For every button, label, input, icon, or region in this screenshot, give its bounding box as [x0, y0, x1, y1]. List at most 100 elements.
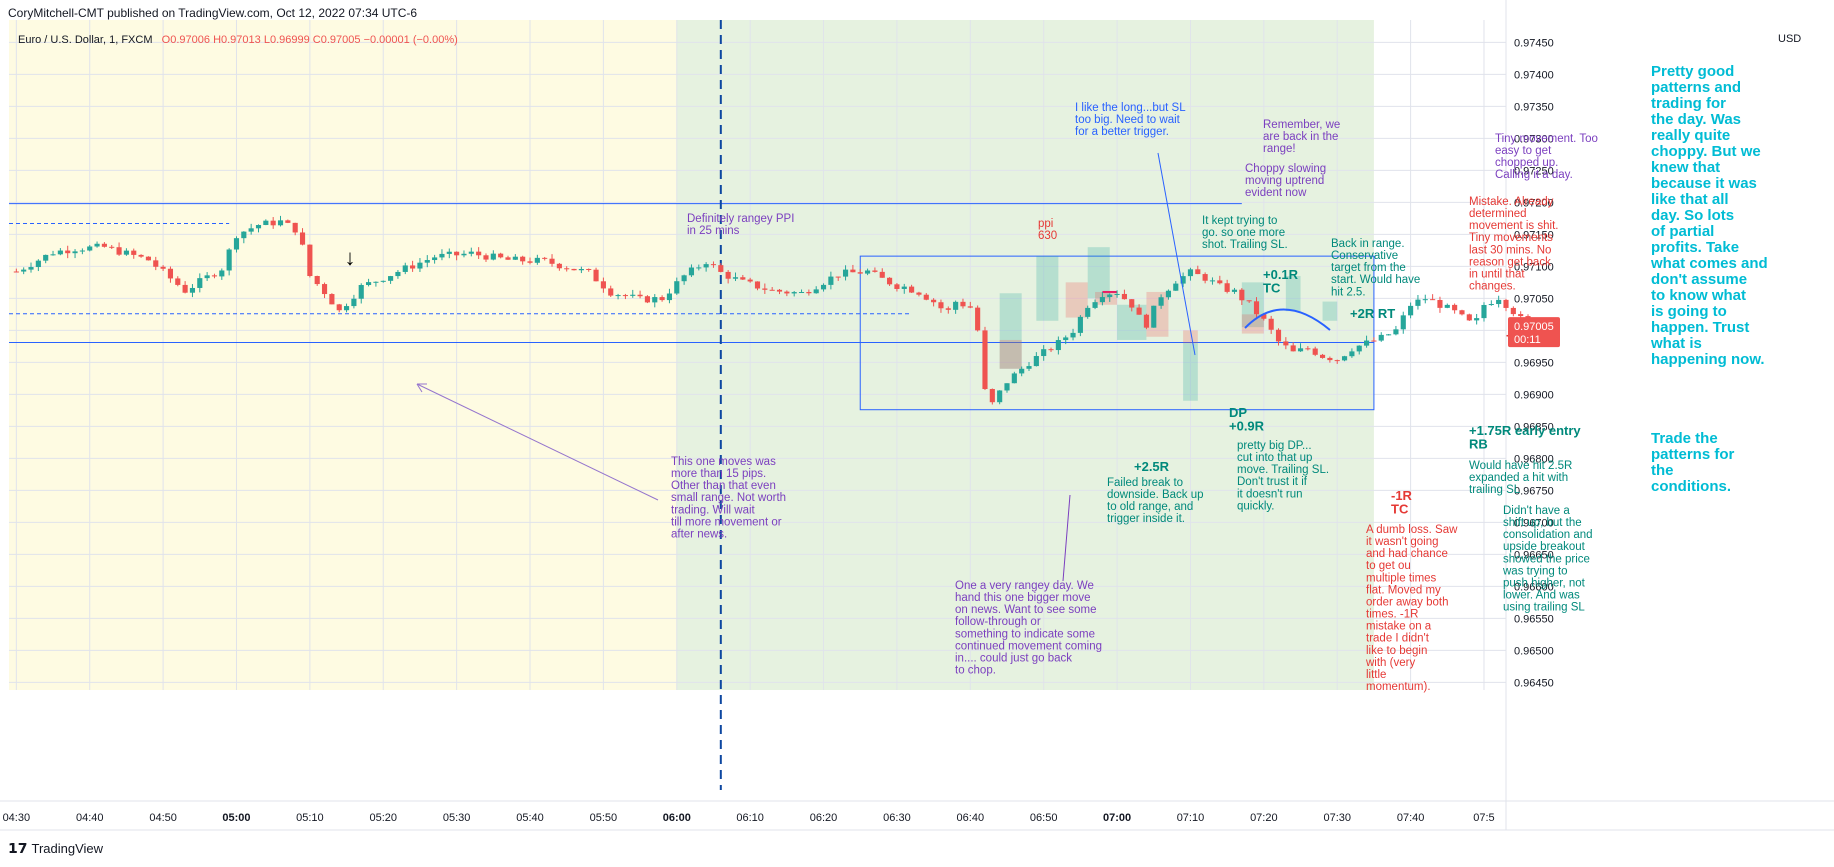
x-tick-label: 07:20: [1250, 812, 1278, 824]
y-tick-label: 0.97100: [1514, 261, 1554, 273]
chart-annotation: +2R RT: [1350, 306, 1395, 321]
annotation-line: to know what: [1651, 287, 1746, 304]
y-tick-label: 0.96450: [1514, 677, 1554, 689]
annotation-line: target from the: [1331, 262, 1406, 274]
candle-body: [263, 220, 269, 226]
candle-body: [292, 222, 298, 233]
candle-body: [145, 256, 151, 261]
candle-body: [1386, 334, 1392, 336]
candle-body: [1136, 307, 1142, 315]
annotation-line: +2.5R: [1134, 459, 1170, 474]
candle-body: [351, 298, 357, 307]
x-tick-label: 05:00: [222, 812, 250, 824]
candle-body: [50, 254, 56, 256]
annotation-line: Choppy slowing: [1245, 163, 1326, 175]
symbol-name[interactable]: Euro / U.S. Dollar, 1, FXCM: [18, 34, 153, 46]
candle-body: [600, 281, 606, 289]
arrow-line: [1062, 494, 1071, 582]
candle-body: [79, 250, 85, 252]
arrow-line: [416, 383, 659, 501]
candle-body: [505, 257, 511, 260]
y-tick-label: 0.97200: [1514, 197, 1554, 209]
x-tick-label: 05:20: [369, 812, 397, 824]
candle-body: [343, 306, 350, 311]
chart-annotation: Remember, we are back in the range!: [1263, 119, 1340, 155]
arrow-head: [416, 383, 427, 393]
annotation-line: momentum).: [1366, 681, 1431, 693]
candle-body: [1158, 297, 1164, 306]
annotation-line: Other than that even: [671, 480, 776, 492]
candle-body: [828, 276, 834, 285]
candle-body: [197, 278, 203, 288]
candle-body: [975, 307, 981, 331]
candle-body: [358, 285, 364, 299]
candle-body: [1180, 276, 1186, 284]
candle-body: [1253, 301, 1260, 315]
annotation-line: profits. Take: [1651, 239, 1739, 256]
x-tick-label: 07:30: [1323, 812, 1351, 824]
annotation-line: push higher, not: [1503, 577, 1586, 589]
chart-annotation: ppi 630: [1038, 218, 1057, 242]
candle-body: [1004, 383, 1010, 391]
candle-body: [1349, 351, 1355, 357]
candle-body: [894, 284, 900, 289]
candle-body: [1408, 305, 1414, 316]
candle-body: [1092, 302, 1098, 308]
candle-body: [1503, 299, 1509, 308]
candle-body: [1422, 299, 1428, 301]
y-tick-label: 0.96650: [1514, 549, 1554, 561]
annotation-line: in.... could just go back: [955, 652, 1072, 664]
annotation-line: knew that: [1651, 159, 1720, 176]
x-tick-label: 07:5: [1473, 812, 1494, 824]
current-price-label: 0.97005: [1514, 321, 1554, 333]
annotation-line: moving uptrend: [1245, 175, 1324, 187]
currency-label[interactable]: USD: [1778, 33, 1802, 45]
annotation-line: Remember, we: [1263, 119, 1340, 131]
candle-body: [1048, 349, 1054, 351]
ohlc-open: O0.97006: [161, 34, 210, 46]
candle-body: [1459, 310, 1465, 315]
annotation-line: showed the price: [1503, 553, 1590, 565]
annotation-line: Would have hit 2.5R: [1469, 460, 1572, 472]
candle-body: [1129, 299, 1135, 308]
tradingview-logo[interactable]: 𝟭𝟳 TradingView: [8, 840, 103, 857]
candle-body: [938, 302, 944, 309]
candle-body: [674, 281, 680, 294]
x-tick-label: 05:30: [443, 812, 471, 824]
candle-body: [123, 250, 129, 255]
chart-annotation: Would have hit 2.5R expanded a hit with tr…: [1469, 460, 1572, 496]
candle-body: [116, 247, 122, 255]
candle-body: [688, 267, 695, 276]
x-tick-label: 04:30: [3, 812, 31, 824]
candle-body: [520, 256, 526, 262]
candle-body: [446, 251, 452, 254]
candle-body: [578, 268, 584, 271]
annotation-line: quickly.: [1237, 500, 1275, 512]
candle-body: [835, 276, 841, 278]
x-tick-label: 06:20: [810, 812, 838, 824]
current-price-badge: [1508, 317, 1560, 348]
y-tick-label: 0.97250: [1514, 165, 1554, 177]
candle-body: [593, 269, 599, 282]
y-tick-label: 0.97050: [1514, 293, 1554, 305]
annotation-line: lower. And was: [1503, 590, 1580, 602]
annotation-line: continued movement coming: [955, 640, 1102, 652]
candle-body: [1437, 299, 1443, 308]
candle-body: [321, 284, 328, 295]
candle-body: [1481, 304, 1487, 319]
candle-body: [542, 257, 548, 259]
annotation-line: on news. Want to see some: [955, 604, 1096, 616]
annotation-line: flat. Moved my: [1366, 584, 1441, 596]
candle-body: [109, 246, 115, 248]
candle-body: [277, 220, 284, 226]
candle-body: [608, 288, 614, 296]
candle-body: [1430, 299, 1436, 301]
annotation-line: evident now: [1245, 187, 1307, 199]
candle-body: [1319, 354, 1326, 358]
candle-body: [527, 261, 533, 263]
y-tick-label: 0.97150: [1514, 229, 1554, 241]
annotation-line: conditions.: [1651, 478, 1731, 495]
x-tick-label: 06:50: [1030, 812, 1058, 824]
annotation-line: changes.: [1469, 281, 1516, 293]
